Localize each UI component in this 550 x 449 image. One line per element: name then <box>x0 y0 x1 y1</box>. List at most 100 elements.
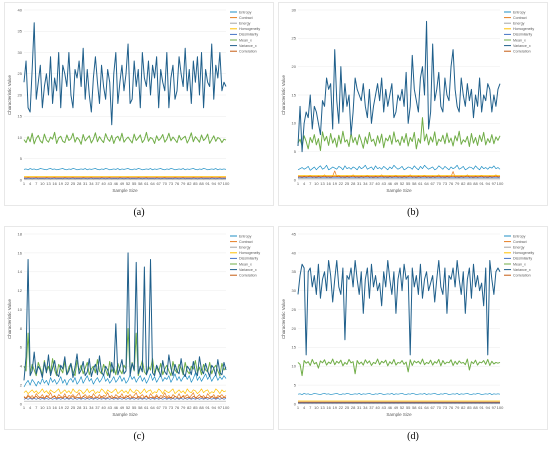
x-tick-label: 91 <box>205 181 210 186</box>
x-tick-label: 55 <box>406 405 411 410</box>
series-line-mean-x <box>297 358 501 377</box>
y-tick-label: 25 <box>292 36 297 41</box>
x-tick-label: 37 <box>95 405 100 410</box>
legend-label-homogeneity: Homogeneity <box>239 27 260 31</box>
chart-panel-b: 0 5 10 15 20 25 30 1 4 7 10 13 16 19 22 25 28 31 34 37 40 43 4… <box>278 2 548 224</box>
series-line-variance-x <box>297 259 501 356</box>
x-tick-label: 79 <box>455 405 460 410</box>
y-tick-label: 20 <box>18 92 23 97</box>
x-tick-label: 1 <box>23 181 26 186</box>
x-tick-label: 67 <box>156 181 161 186</box>
x-tick-label: 100 <box>497 181 504 186</box>
x-tick-label: 10 <box>40 405 45 410</box>
x-tick-label: 31 <box>83 181 88 186</box>
x-tick-label: 79 <box>181 181 186 186</box>
x-axis-title: Sample Size <box>112 412 138 417</box>
y-tick-label: 20 <box>292 326 297 331</box>
legend-label-variance-x: Variance_x <box>513 268 531 272</box>
y-tick-label: 25 <box>292 307 297 312</box>
x-tick-label: 58 <box>412 181 417 186</box>
x-tick-label: 88 <box>473 405 478 410</box>
x-tick-label: 34 <box>89 181 94 186</box>
x-tick-label: 64 <box>150 181 155 186</box>
x-tick-label: 22 <box>339 405 344 410</box>
x-tick-label: 46 <box>388 405 393 410</box>
x-tick-label: 70 <box>437 181 442 186</box>
y-tick-label: 40 <box>292 250 297 255</box>
x-tick-label: 28 <box>351 405 356 410</box>
y-tick-label: 15 <box>292 92 297 97</box>
panel-label-b: (b) <box>407 207 419 218</box>
y-tick-label: 10 <box>292 364 297 369</box>
x-tick-label: 31 <box>357 181 362 186</box>
x-tick-label: 94 <box>486 405 491 410</box>
x-tick-label: 58 <box>138 405 143 410</box>
legend-label-entropy: Entropy <box>513 10 526 14</box>
x-tick-label: 76 <box>175 181 180 186</box>
x-tick-label: 34 <box>363 405 368 410</box>
x-tick-label: 55 <box>132 405 137 410</box>
y-axis-title: Characteristic Value <box>281 299 286 339</box>
x-tick-label: 16 <box>52 181 57 186</box>
x-tick-label: 49 <box>120 405 125 410</box>
legend-label-energy: Energy <box>239 22 251 26</box>
x-tick-label: 70 <box>163 405 168 410</box>
x-tick-label: 13 <box>46 181 51 186</box>
legend-label-correlation: Correlation <box>513 50 531 54</box>
x-tick-label: 7 <box>35 405 38 410</box>
legend-label-homogeneity: Homogeneity <box>239 251 260 255</box>
x-tick-label: 7 <box>309 405 312 410</box>
y-axis-title: Characteristic Value <box>7 75 12 115</box>
y-tick-label: 0 <box>294 177 297 182</box>
series-line-mean-x <box>297 117 501 152</box>
x-tick-label: 61 <box>418 405 423 410</box>
panel-label-d: (d) <box>407 431 419 442</box>
x-tick-label: 85 <box>467 405 472 410</box>
x-tick-label: 82 <box>187 405 192 410</box>
x-tick-label: 1 <box>297 181 300 186</box>
x-tick-label: 82 <box>461 405 466 410</box>
legend-label-correlation: Correlation <box>239 50 257 54</box>
x-tick-label: 55 <box>406 181 411 186</box>
x-tick-label: 91 <box>479 181 484 186</box>
x-tick-label: 37 <box>95 181 100 186</box>
chart-panel-a: 0 5 10 15 20 25 30 35 40 1 4 7 10 13 16 19 22 25 28 31 34 37 4… <box>4 2 274 224</box>
x-tick-label: 19 <box>59 181 64 186</box>
x-tick-label: 37 <box>369 405 374 410</box>
x-tick-label: 82 <box>461 181 466 186</box>
x-tick-label: 25 <box>345 405 350 410</box>
x-tick-label: 73 <box>443 405 448 410</box>
x-tick-label: 10 <box>314 405 319 410</box>
x-tick-label: 49 <box>394 405 399 410</box>
x-tick-label: 19 <box>333 405 338 410</box>
x-tick-label: 7 <box>35 181 38 186</box>
x-tick-label: 100 <box>223 405 230 410</box>
legend-label-dissimilarity: Dissimilarity <box>513 33 532 37</box>
x-tick-label: 43 <box>381 181 386 186</box>
x-tick-label: 67 <box>430 181 435 186</box>
x-tick-label: 52 <box>126 181 131 186</box>
series-line-entropy <box>297 164 501 171</box>
x-tick-label: 94 <box>212 181 217 186</box>
x-tick-label: 52 <box>126 405 131 410</box>
y-tick-label: 5 <box>294 149 297 154</box>
y-tick-label: 15 <box>18 114 23 119</box>
x-tick-label: 19 <box>59 405 64 410</box>
x-tick-label: 61 <box>418 181 423 186</box>
legend-label-mean-x: Mean_x <box>239 262 252 266</box>
x-tick-label: 28 <box>77 405 82 410</box>
y-axis-title: Characteristic Value <box>7 299 12 339</box>
x-tick-label: 40 <box>375 405 380 410</box>
x-tick-label: 46 <box>388 181 393 186</box>
x-tick-label: 40 <box>375 181 380 186</box>
x-tick-label: 73 <box>443 181 448 186</box>
y-tick-label: 5 <box>294 383 297 388</box>
x-tick-label: 76 <box>449 405 454 410</box>
series-line-variance-x <box>23 252 227 381</box>
x-tick-label: 19 <box>333 181 338 186</box>
x-tick-label: 88 <box>473 181 478 186</box>
x-tick-label: 67 <box>156 405 161 410</box>
x-tick-label: 43 <box>107 405 112 410</box>
x-tick-label: 76 <box>449 181 454 186</box>
